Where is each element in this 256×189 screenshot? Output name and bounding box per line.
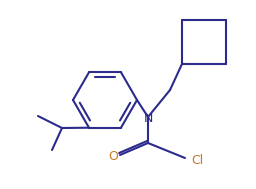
Text: N: N — [143, 112, 153, 125]
Text: O: O — [108, 149, 118, 163]
Text: Cl: Cl — [191, 153, 203, 167]
